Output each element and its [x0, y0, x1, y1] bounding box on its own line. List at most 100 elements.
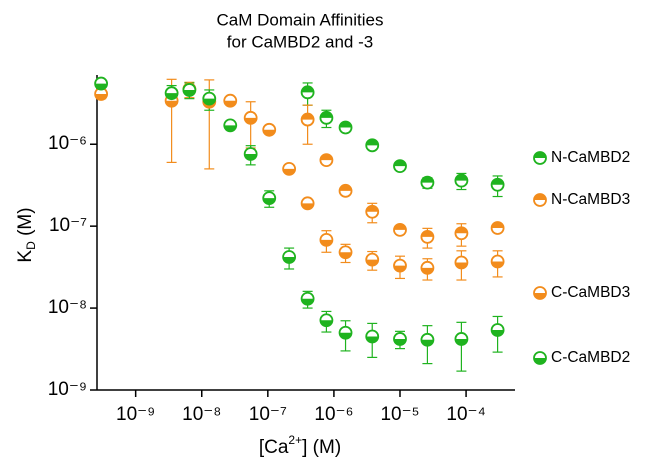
marker	[282, 161, 297, 176]
marker-fill	[491, 221, 504, 228]
marker-fill	[455, 338, 468, 345]
marker-fill	[301, 86, 314, 93]
marker	[319, 232, 334, 247]
legend-label: N-CaMBD2	[551, 149, 630, 166]
marker	[300, 112, 315, 127]
y-axis-label-part: K	[15, 250, 36, 263]
marker-fill	[203, 98, 216, 105]
marker	[223, 118, 238, 133]
marker-fill	[165, 100, 178, 107]
marker	[243, 147, 258, 161]
marker	[365, 252, 380, 267]
legend-marker	[533, 286, 547, 300]
marker	[319, 153, 334, 168]
marker	[490, 177, 505, 192]
marker-fill	[366, 336, 379, 343]
marker-fill	[244, 153, 257, 160]
marker	[338, 183, 353, 198]
marker-fill	[534, 293, 546, 299]
legend-marker	[533, 193, 547, 207]
marker-fill	[534, 152, 546, 158]
x-axis-label-part: ] (M)	[302, 437, 341, 458]
marker-fill	[183, 89, 196, 96]
marker	[365, 204, 380, 219]
legend-label: C-CaMBD2	[551, 349, 630, 366]
y-tick-label: 10⁻⁸	[48, 297, 87, 318]
x-tick-label: 10⁻⁵	[380, 404, 419, 425]
marker-fill	[393, 223, 406, 230]
x-tick-label: 10⁻⁴	[446, 404, 485, 425]
marker	[319, 110, 334, 125]
marker	[338, 120, 353, 135]
marker-fill	[95, 94, 108, 101]
marker-fill	[366, 259, 379, 266]
marker-fill	[393, 265, 406, 272]
legend-marker	[533, 351, 547, 365]
marker	[300, 291, 315, 306]
marker-fill	[224, 100, 237, 107]
marker	[300, 85, 315, 100]
marker-fill	[283, 257, 296, 264]
x-axis-label-part: 2+	[288, 433, 302, 447]
marker	[262, 122, 277, 137]
marker	[393, 258, 407, 273]
legend-marker	[533, 151, 547, 165]
marker	[164, 86, 179, 101]
marker-fill	[224, 125, 237, 132]
marker	[282, 250, 297, 264]
marker	[490, 323, 505, 337]
marker-fill	[165, 93, 178, 100]
marker-fill	[491, 330, 504, 337]
marker-fill	[301, 113, 314, 120]
marker-fill	[339, 332, 352, 339]
marker-fill	[301, 203, 314, 210]
marker-fill	[491, 178, 504, 185]
marker-fill	[421, 267, 434, 274]
marker	[94, 76, 109, 91]
marker-fill	[320, 239, 333, 246]
marker	[420, 332, 435, 347]
marker-fill	[320, 154, 333, 161]
marker	[262, 191, 277, 206]
marker-fill	[263, 198, 276, 205]
marker-fill	[320, 320, 333, 327]
marker	[420, 175, 435, 190]
marker	[454, 255, 469, 270]
marker	[202, 91, 217, 106]
legend-label: C-CaMBD3	[551, 284, 630, 301]
marker	[454, 173, 469, 188]
x-axis-label: [Ca2+] (M)	[259, 433, 341, 458]
marker	[223, 93, 238, 108]
marker	[243, 110, 258, 125]
y-tick-label: 10⁻⁶	[48, 133, 87, 154]
x-axis-label-part: [Ca	[259, 437, 289, 458]
x-tick-label: 10⁻⁷	[249, 404, 287, 425]
marker	[365, 329, 380, 344]
marker-fill	[366, 205, 379, 212]
marker	[94, 87, 109, 101]
marker-fill	[421, 230, 434, 237]
marker-fill	[534, 194, 546, 200]
y-axis-label-part: (M)	[15, 207, 36, 241]
marker	[319, 313, 334, 328]
marker	[393, 332, 407, 346]
marker-fill	[283, 168, 296, 175]
marker	[300, 196, 315, 211]
marker	[490, 221, 505, 235]
marker	[338, 245, 353, 260]
marker-fill	[491, 261, 504, 268]
x-tick-label: 10⁻⁶	[314, 404, 353, 425]
marker-fill	[393, 338, 406, 345]
marker-fill	[301, 298, 314, 305]
marker	[490, 254, 505, 269]
marker	[420, 229, 435, 244]
marker	[338, 325, 353, 340]
marker	[365, 138, 380, 153]
y-axis-label: KD (M)	[15, 207, 38, 262]
marker-fill	[339, 252, 352, 259]
marker-fill	[421, 176, 434, 183]
marker-fill	[366, 139, 379, 146]
marker	[393, 159, 407, 174]
marker-fill	[421, 339, 434, 346]
